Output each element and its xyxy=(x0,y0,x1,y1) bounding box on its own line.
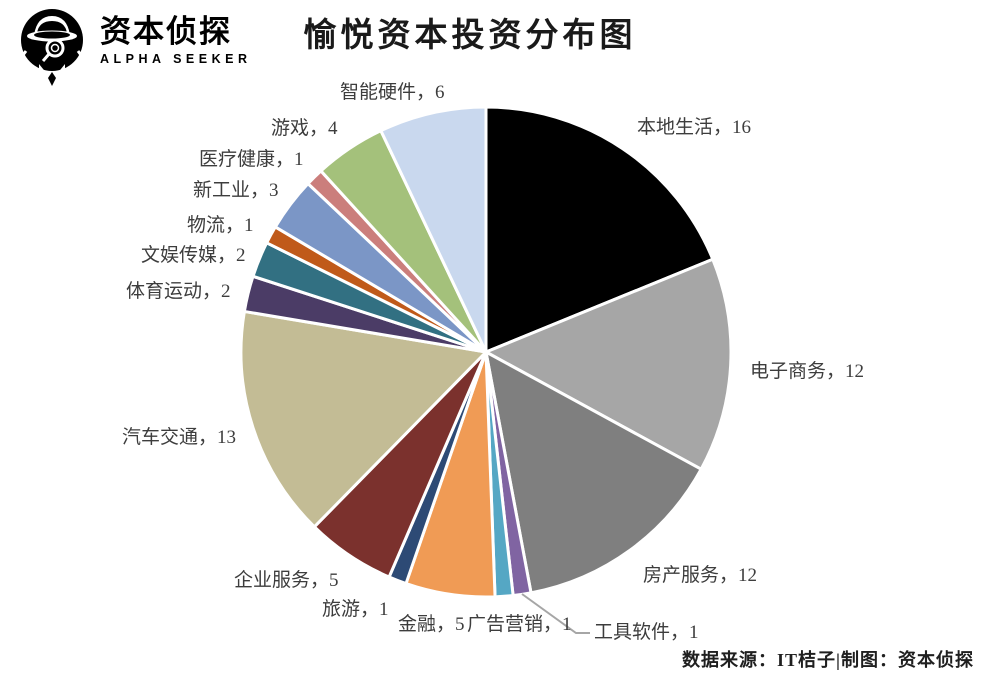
brand-name: 资本侦探 xyxy=(100,14,232,49)
pie-label-local-life: 本地生活，16 xyxy=(637,117,752,138)
pie-slice-房产服务[interactable] xyxy=(484,350,703,595)
pie-label-healthcare: 医疗健康，1 xyxy=(199,149,304,170)
pie-label-ecommerce: 电子商务，12 xyxy=(750,361,865,382)
pie-label-finance: 金融，5 xyxy=(398,614,465,635)
pie-slice-智能硬件[interactable] xyxy=(379,105,488,354)
detective-icon xyxy=(18,9,86,88)
pie-slice-汽车交通[interactable] xyxy=(239,309,488,529)
pie-label-entertainment: 文娱传媒，2 xyxy=(141,245,246,266)
pie-label-sports: 体育运动，2 xyxy=(126,281,231,302)
pie-label-real-estate: 房产服务，12 xyxy=(643,565,758,586)
pie-label-logistics: 物流，1 xyxy=(187,215,254,236)
pie-label-smart-hardware: 智能硬件，6 xyxy=(340,82,445,103)
pie-label-auto-transport: 汽车交通，13 xyxy=(122,427,237,448)
pie-label-tool-software: 工具软件，1 xyxy=(594,622,699,643)
pie-label-ad-marketing: 广告营销，1 xyxy=(467,614,572,635)
pie-slice-本地生活[interactable] xyxy=(484,105,715,354)
leader-line-tool-software xyxy=(521,593,590,634)
pie-label-new-industry: 新工业，3 xyxy=(193,180,279,201)
page-title: 愉悦资本投资分布图 xyxy=(303,18,637,54)
pie-label-enterprise-svc: 企业服务，5 xyxy=(234,570,339,591)
pie-label-travel: 旅游，1 xyxy=(322,599,389,620)
pie-slice-电子商务[interactable] xyxy=(484,257,733,471)
brand-header: 资本侦探 ALPHA SEEKER xyxy=(12,4,251,96)
brand-subtitle: ALPHA SEEKER xyxy=(100,51,252,66)
data-source-credit: 数据来源：IT桔子|制图：资本侦探 xyxy=(682,650,974,670)
pie-label-games: 游戏，4 xyxy=(271,118,338,139)
